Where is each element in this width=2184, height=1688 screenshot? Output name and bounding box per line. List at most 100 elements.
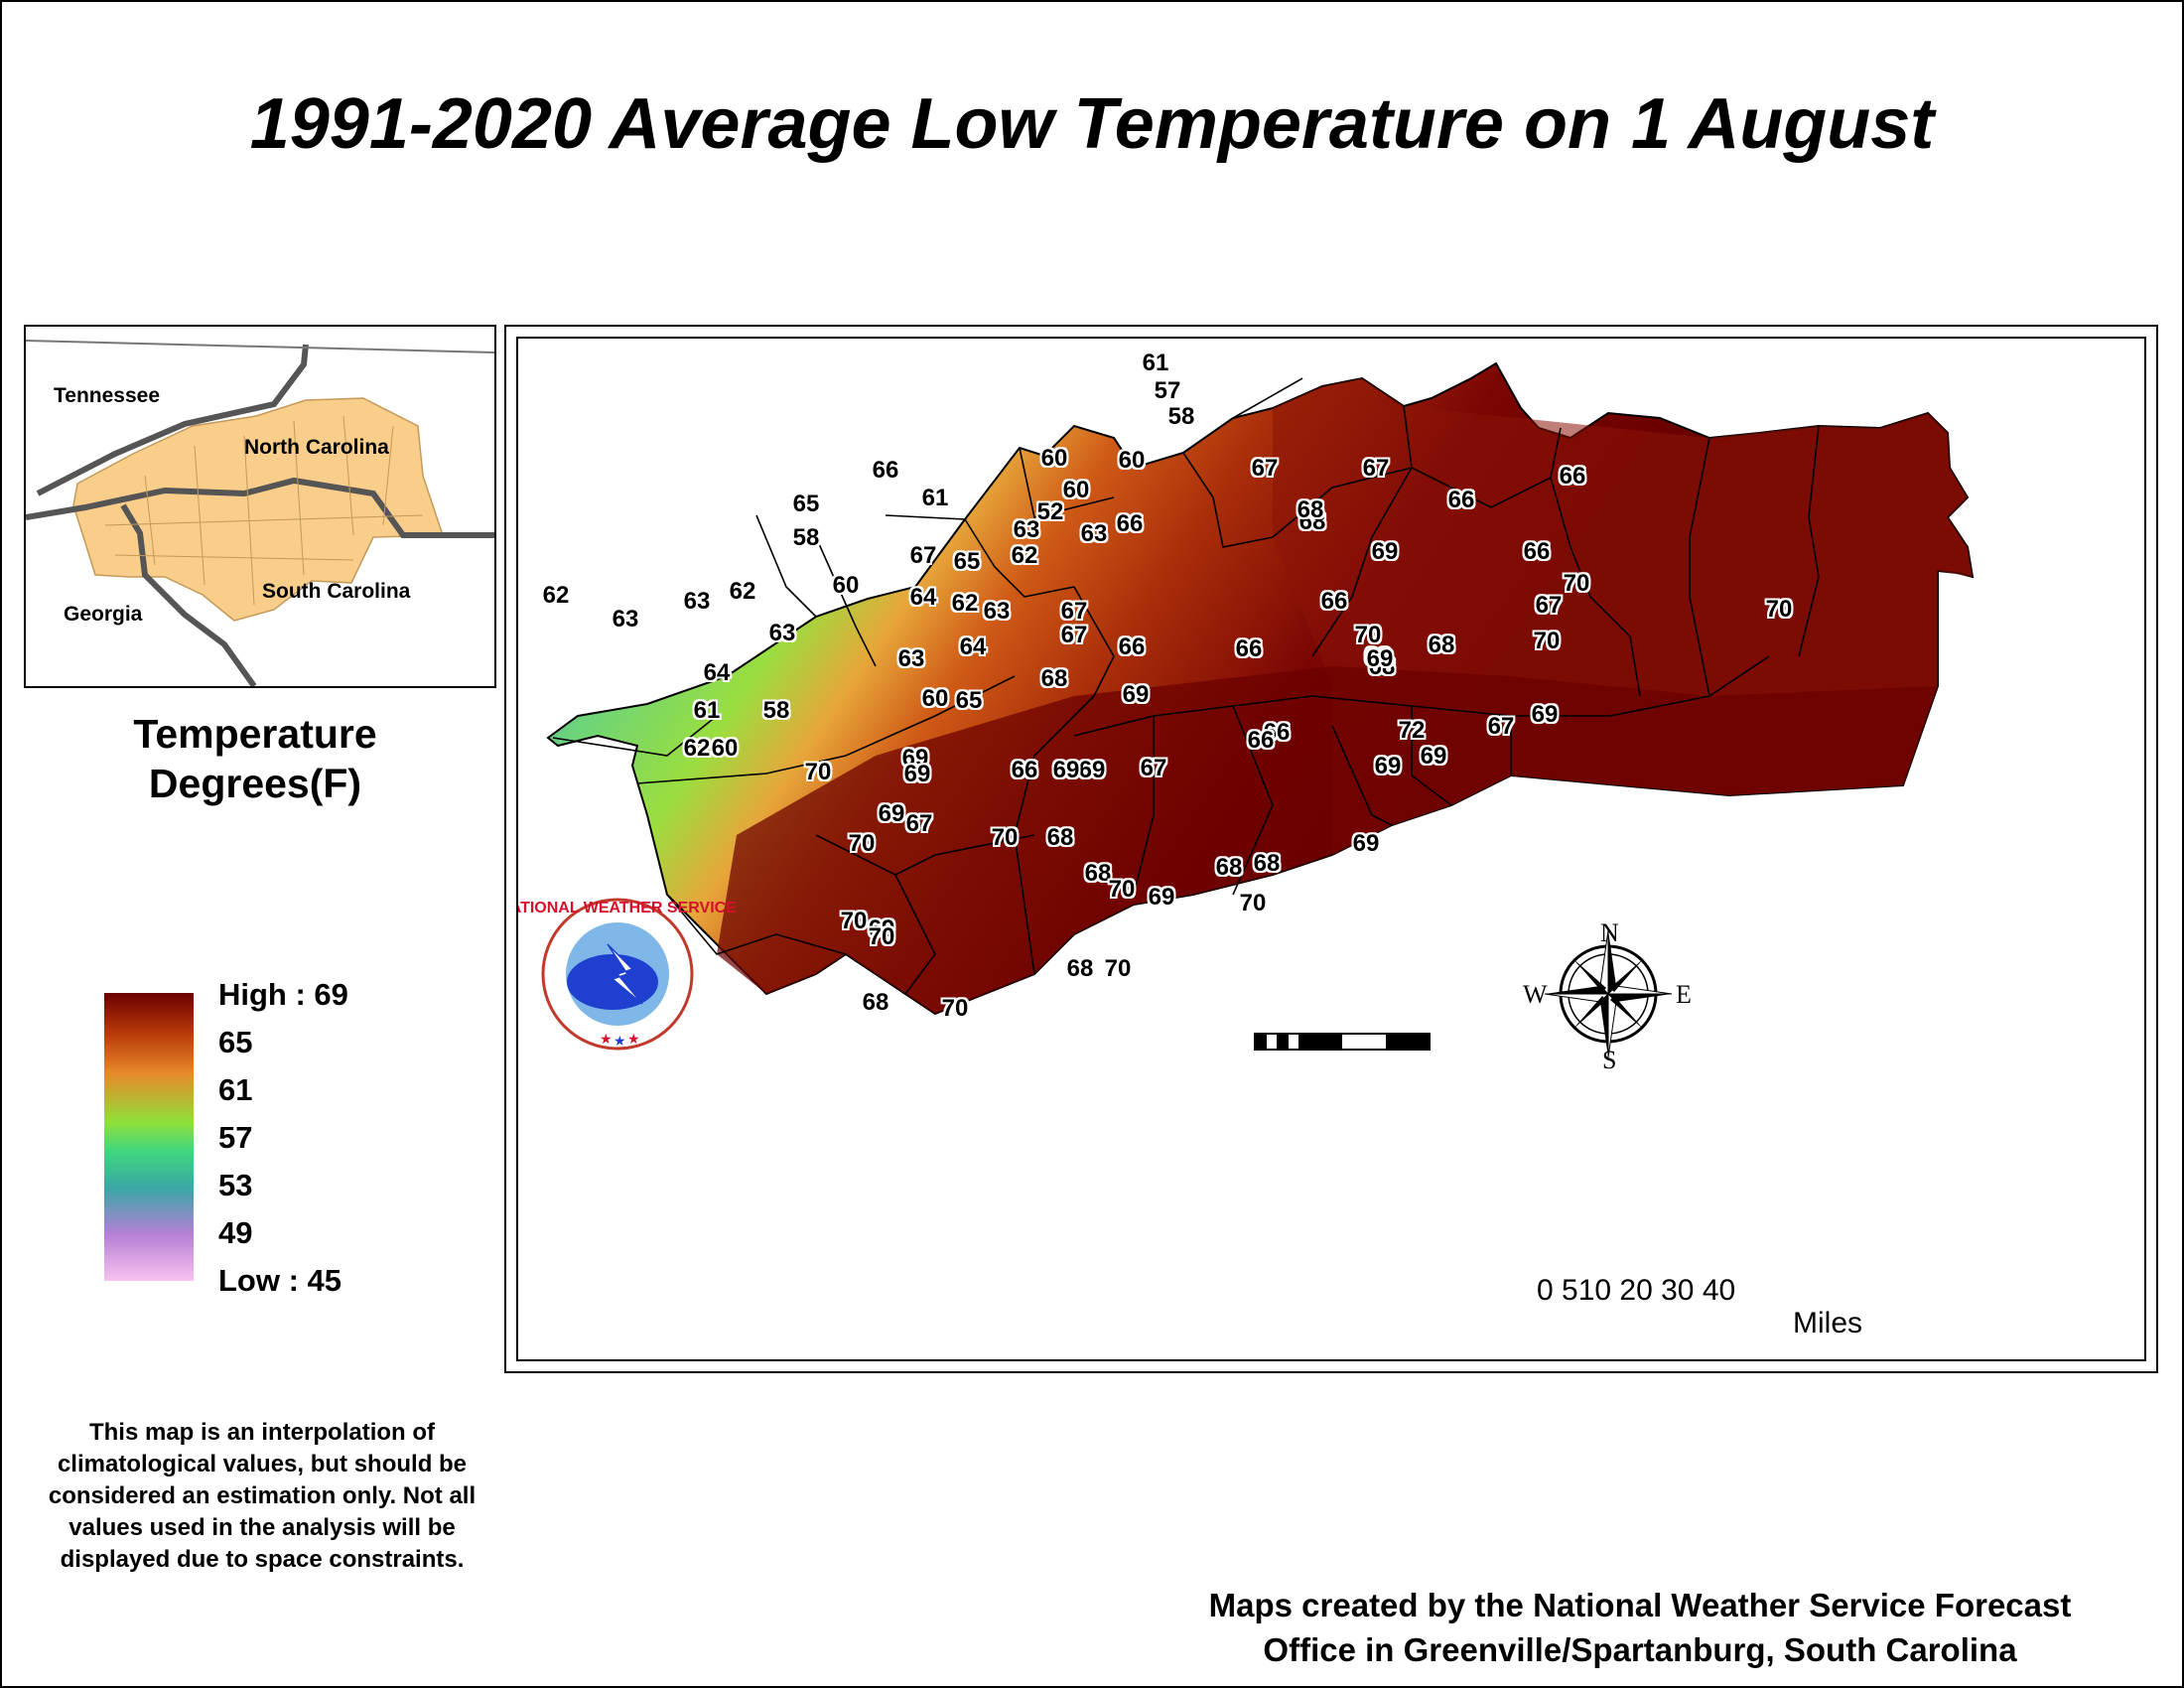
temperature-label: 69 <box>1148 884 1175 911</box>
temperature-label: 66 <box>1247 727 1275 754</box>
temperature-label: 68 <box>1040 665 1068 692</box>
legend-low-label: Low : 45 <box>218 1263 342 1298</box>
credit-line2: Office in Greenville/Spartanburg, South … <box>1263 1631 2017 1668</box>
temperature-label: 69 <box>868 915 895 942</box>
nws-logo-text: NATIONAL WEATHER SERVICE <box>518 900 737 916</box>
temperature-label: 69 <box>1374 753 1402 779</box>
temperature-label: 66 <box>1559 463 1586 490</box>
compass-west: W <box>1523 980 1548 1009</box>
temperature-label: 65 <box>955 687 983 714</box>
temperature-label: 69 <box>1078 757 1106 783</box>
temperature-label: 63 <box>897 645 925 672</box>
temperature-label: 63 <box>768 620 796 646</box>
state-border-tn-nc <box>36 344 309 496</box>
temperature-label: 67 <box>1487 713 1515 740</box>
compass-north: N <box>1600 918 1619 947</box>
temperature-label: 67 <box>909 542 937 569</box>
compass-south: S <box>1602 1046 1617 1074</box>
temperature-label: 63 <box>683 588 711 615</box>
legend-tick-49: 49 <box>218 1215 253 1250</box>
temperature-label: 70 <box>1104 955 1132 982</box>
temperature-label: 68 <box>1253 850 1281 877</box>
legend-tick-53: 53 <box>218 1168 253 1202</box>
scale-bar-numbers: 0 510 20 30 40 <box>1537 1274 1736 1307</box>
temperature-label: 66 <box>1447 487 1475 513</box>
temperature-label: 68 <box>1428 632 1455 658</box>
temperature-label: 70 <box>1765 596 1793 623</box>
temperature-label: 63 <box>612 606 639 633</box>
temperature-label: 65 <box>792 491 820 517</box>
logo-star-2: ★ <box>614 1033 626 1049</box>
temperature-label: 68 <box>862 989 889 1016</box>
temperature-label: 69 <box>1352 830 1380 857</box>
temperature-label: 67 <box>1140 755 1167 781</box>
temperature-label: 66 <box>872 457 899 484</box>
temperature-label: 69 <box>1420 743 1447 770</box>
inset-border-top <box>26 340 494 353</box>
disclaimer-text: This map is an interpolation of climatol… <box>48 1419 477 1573</box>
temperature-label: 62 <box>542 582 570 609</box>
temperature-label: 69 <box>1052 757 1080 783</box>
temperature-label: 68 <box>1046 824 1074 851</box>
cwa-region-shape <box>72 397 445 622</box>
temperature-label: 66 <box>1320 588 1348 615</box>
inset-label-north-carolina: North Carolina <box>244 436 389 459</box>
temperature-label: 70 <box>1239 890 1267 916</box>
temperature-label: 69 <box>878 800 905 827</box>
temperature-label: 70 <box>1533 628 1561 654</box>
legend-title-line2: Degrees(F) <box>148 761 362 806</box>
temperature-label: 65 <box>953 548 981 575</box>
temperature-label: 60 <box>921 685 949 712</box>
temperature-label: 58 <box>1167 403 1195 430</box>
temperature-label: 67 <box>1362 455 1390 482</box>
legend-tick-61: 61 <box>218 1072 253 1107</box>
credit-text: Maps created by the National Weather Ser… <box>1124 1583 2156 1672</box>
logo-star-1: ★ <box>600 1031 613 1047</box>
temperature-label: 58 <box>762 697 790 724</box>
temperature-label: 69 <box>1531 701 1559 728</box>
temperature-label: 70 <box>868 923 895 950</box>
temperature-label: 63 <box>1013 516 1040 543</box>
temperature-label: 52 <box>1036 498 1064 525</box>
locator-inset-map: Tennessee North Carolina Georgia South C… <box>24 325 496 688</box>
temperature-label: 58 <box>792 524 820 551</box>
inset-label-tennessee: Tennessee <box>54 384 160 407</box>
temperature-label: 66 <box>1523 538 1551 565</box>
temperature-label: 60 <box>1062 477 1090 503</box>
temperature-label: 69 <box>901 745 929 772</box>
compass-rose <box>1544 929 1673 1058</box>
temperature-label: 70 <box>804 759 832 785</box>
temperature-label: 62 <box>1011 542 1038 569</box>
temperature-label: 62 <box>951 590 979 617</box>
credit-line1: Maps created by the National Weather Ser… <box>1208 1587 2072 1623</box>
temperature-label: 68 <box>1084 860 1112 887</box>
temperature-label: 66 <box>1118 633 1146 660</box>
temperature-label: 72 <box>1398 717 1426 744</box>
logo-star-3: ★ <box>627 1031 640 1047</box>
temperature-label: 69 <box>1371 538 1399 565</box>
scale-bar <box>1254 1033 1431 1051</box>
temperature-label: 63 <box>1080 520 1108 547</box>
southern-lowlands <box>717 666 1938 1014</box>
state-border-nc-sc <box>26 477 494 538</box>
temperature-label: 62 <box>729 578 756 605</box>
temperature-label: 70 <box>1354 622 1382 648</box>
nws-logo: NATIONAL WEATHER SERVICE ★ ★ ★ <box>518 898 737 1051</box>
inset-label-georgia: Georgia <box>64 603 143 626</box>
temperature-label: 69 <box>1122 681 1150 708</box>
main-map-frame: NATIONAL WEATHER SERVICE ★ ★ ★ <box>504 325 2158 1373</box>
temperature-label: 57 <box>1154 377 1181 404</box>
main-map: NATIONAL WEATHER SERVICE ★ ★ ★ <box>516 337 2146 1361</box>
temperature-label: 60 <box>832 572 860 599</box>
legend-title: Temperature Degrees(F) <box>42 709 469 808</box>
legend-tick-57: 57 <box>218 1120 253 1155</box>
temperature-label: 64 <box>909 584 937 611</box>
temperature-label: 67 <box>1060 598 1088 625</box>
legend-tick-65: 65 <box>218 1025 253 1059</box>
temperature-label: 60 <box>1118 447 1146 474</box>
legend-color-ramp <box>104 993 194 1281</box>
temperature-label: 69 <box>1364 643 1392 670</box>
temperature-label: 68 <box>1066 955 1094 982</box>
scale-bar-unit: Miles <box>1793 1307 1863 1339</box>
temperature-label: 70 <box>1108 876 1136 903</box>
